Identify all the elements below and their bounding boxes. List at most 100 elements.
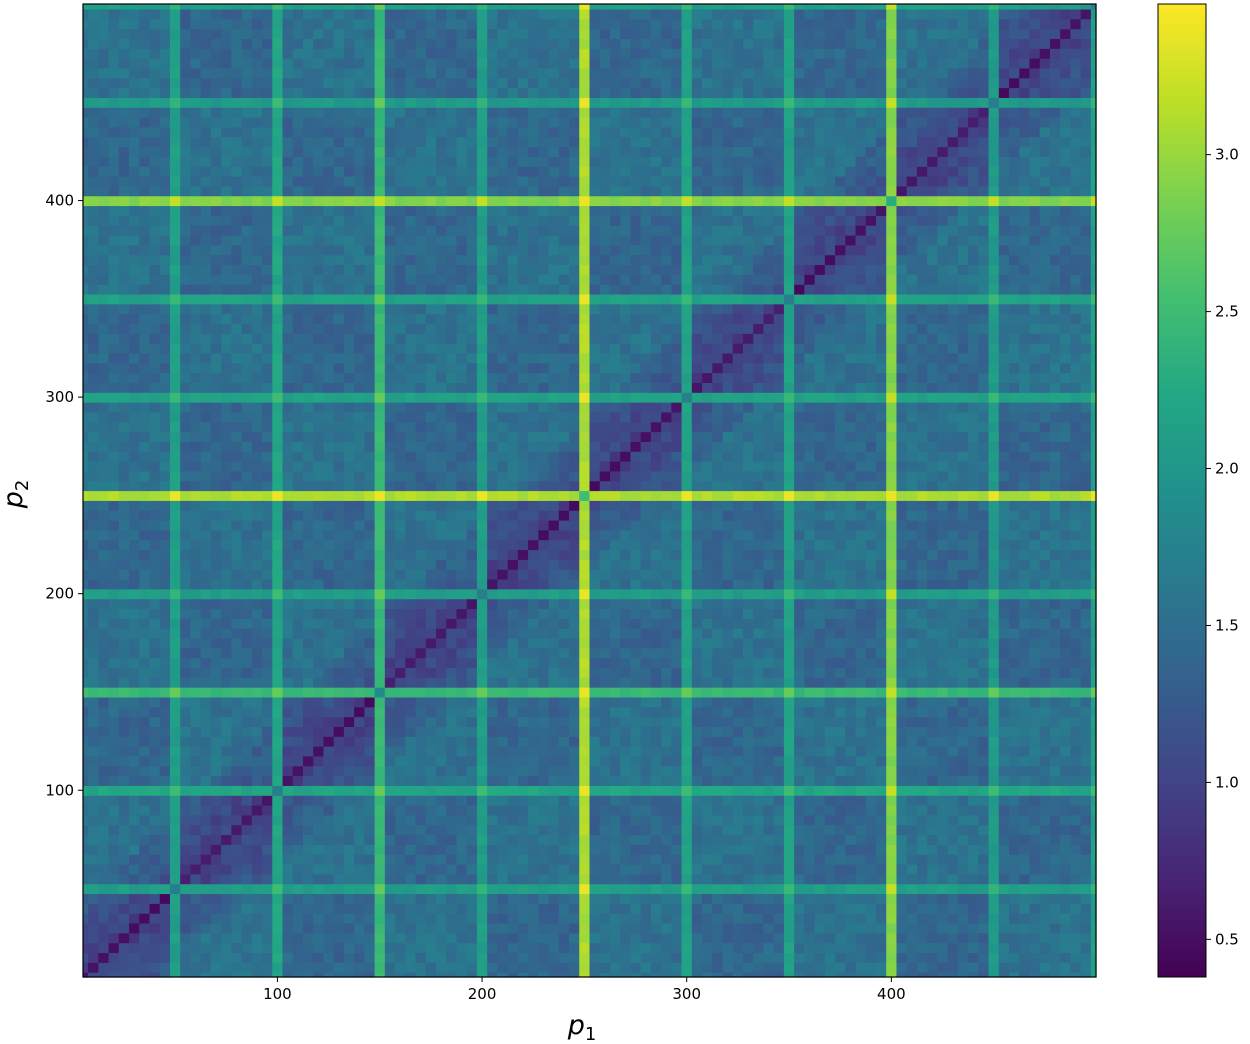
heatmap-cell — [251, 205, 263, 216]
heatmap-cell — [579, 156, 591, 167]
heatmap-cell — [88, 352, 99, 364]
heatmap-cell — [98, 539, 110, 551]
heatmap-cell — [333, 58, 345, 69]
heatmap-cell — [313, 411, 325, 423]
heatmap-cell — [456, 205, 468, 216]
heatmap-cell — [446, 854, 458, 865]
heatmap-cell — [139, 87, 151, 98]
heatmap-cell — [446, 667, 458, 678]
heatmap-cell — [395, 343, 406, 354]
heatmap-cell — [497, 175, 509, 187]
heatmap-cell — [507, 942, 519, 954]
heatmap-cell — [548, 451, 560, 462]
heatmap-cell — [129, 362, 140, 374]
heatmap-cell — [569, 67, 580, 79]
heatmap-cell — [251, 323, 263, 334]
heatmap-cell — [129, 834, 140, 845]
heatmap-cell — [487, 195, 499, 207]
heatmap-cell — [323, 746, 335, 757]
heatmap-cell — [364, 323, 376, 334]
heatmap-cell — [313, 480, 325, 492]
heatmap-cell — [221, 77, 232, 89]
heatmap-cell — [323, 942, 335, 954]
heatmap-cell — [343, 333, 355, 344]
heatmap-cell — [129, 608, 140, 619]
heatmap-cell — [466, 421, 478, 433]
heatmap-cell — [548, 706, 560, 718]
heatmap-cell — [538, 637, 550, 649]
heatmap-cell — [108, 4, 120, 10]
heatmap-cell — [558, 716, 570, 727]
heatmap-cell — [343, 854, 355, 865]
heatmap-cell — [210, 274, 222, 285]
heatmap-cell — [374, 126, 386, 138]
heatmap-cell — [579, 628, 591, 639]
heatmap-cell — [384, 136, 396, 148]
heatmap-cell — [405, 893, 417, 904]
heatmap-cell — [221, 117, 232, 128]
heatmap-cell — [210, 755, 222, 767]
heatmap-cell — [548, 785, 560, 796]
heatmap-cell — [190, 146, 202, 157]
heatmap-cell — [262, 225, 273, 236]
heatmap-cell — [159, 382, 171, 393]
heatmap-cell — [579, 765, 591, 777]
heatmap-cell — [456, 313, 468, 325]
heatmap-cell — [159, 814, 171, 826]
heatmap-cell — [129, 913, 140, 924]
heatmap-cell — [159, 608, 171, 619]
heatmap-cell — [558, 343, 570, 354]
heatmap-cell — [108, 549, 120, 560]
heatmap-cell — [149, 569, 161, 580]
heatmap-cell — [415, 932, 427, 944]
heatmap-cell — [118, 38, 130, 49]
heatmap-cell — [558, 166, 570, 177]
heatmap-cell — [313, 225, 325, 236]
heatmap-cell — [241, 38, 253, 49]
heatmap-cell — [251, 313, 263, 325]
heatmap-cell — [200, 431, 212, 442]
heatmap-cell — [343, 510, 355, 521]
heatmap-cell — [569, 303, 580, 315]
heatmap-cell — [425, 18, 437, 30]
heatmap-cell — [190, 303, 202, 315]
heatmap-cell — [436, 254, 447, 266]
heatmap-cell — [528, 264, 539, 275]
heatmap-cell — [374, 795, 386, 806]
heatmap-cell — [272, 293, 284, 305]
heatmap-cell — [354, 244, 365, 256]
heatmap-cell — [415, 480, 427, 492]
heatmap-cell — [548, 431, 560, 442]
heatmap-cell — [169, 372, 181, 383]
heatmap-cell — [302, 657, 314, 669]
heatmap-cell — [476, 441, 488, 452]
heatmap-cell — [262, 795, 273, 806]
heatmap-cell — [466, 883, 478, 895]
heatmap-cell — [282, 932, 294, 944]
heatmap-cell — [507, 87, 519, 98]
heatmap-cell — [221, 156, 232, 167]
heatmap-cell — [579, 805, 591, 816]
heatmap-cell — [272, 323, 284, 334]
heatmap-cell — [98, 942, 110, 954]
heatmap-cell — [497, 274, 509, 285]
heatmap-cell — [83, 77, 89, 89]
heatmap-cell — [425, 775, 437, 786]
heatmap-cell — [251, 588, 263, 600]
heatmap-cell — [251, 873, 263, 885]
heatmap-cell — [354, 913, 365, 924]
heatmap-cell — [251, 146, 263, 157]
heatmap-cell — [354, 126, 365, 138]
heatmap-cell — [333, 303, 345, 315]
heatmap-cell — [548, 942, 560, 954]
heatmap-cell — [354, 716, 365, 727]
heatmap-cell — [405, 569, 417, 580]
heatmap-cell — [497, 421, 509, 433]
heatmap-cell — [323, 824, 335, 836]
heatmap-cell — [487, 8, 499, 20]
heatmap-cell — [231, 519, 243, 531]
heatmap-cell — [88, 863, 99, 875]
heatmap-cell — [88, 549, 99, 560]
heatmap-cell — [436, 726, 447, 737]
heatmap-cell — [313, 372, 325, 383]
